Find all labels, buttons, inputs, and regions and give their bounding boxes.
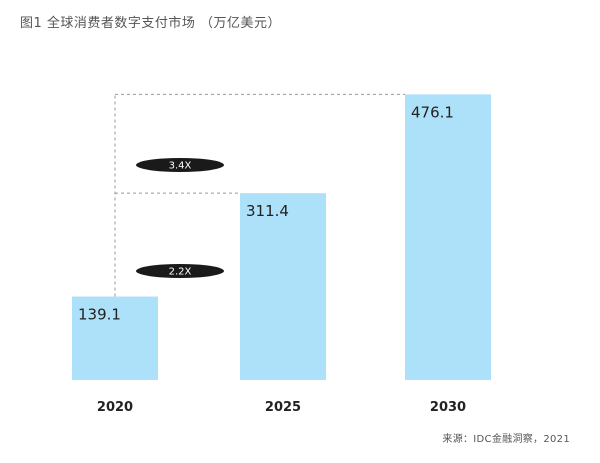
growth-pill-2030	[136, 158, 224, 172]
connector-lines	[114, 93, 405, 297]
bar-2020	[72, 296, 158, 380]
bars	[72, 94, 491, 380]
bar-2030	[405, 94, 491, 380]
category-label-2020: 2020	[97, 400, 133, 415]
category-labels: 2020 2025 2030	[97, 400, 466, 415]
value-labels: 139.1 311.4 476.1	[78, 103, 454, 323]
growth-label-2030: 3.4X	[169, 161, 192, 172]
value-label-2020: 139.1	[78, 306, 121, 324]
value-label-2030: 476.1	[411, 103, 454, 121]
bar-2025	[240, 193, 326, 380]
source-note: 来源：IDC金融洞察，2021	[442, 434, 570, 445]
growth-annotations: 2.2X 3.4X	[136, 158, 224, 278]
category-label-2025: 2025	[265, 400, 301, 415]
chart-title: 图1 全球消费者数字支付市场 （万亿美元）	[20, 16, 282, 31]
growth-label-2025: 2.2X	[169, 267, 192, 278]
growth-pill-2025	[136, 264, 224, 278]
value-label-2025: 311.4	[246, 202, 289, 220]
category-label-2030: 2030	[430, 400, 466, 415]
